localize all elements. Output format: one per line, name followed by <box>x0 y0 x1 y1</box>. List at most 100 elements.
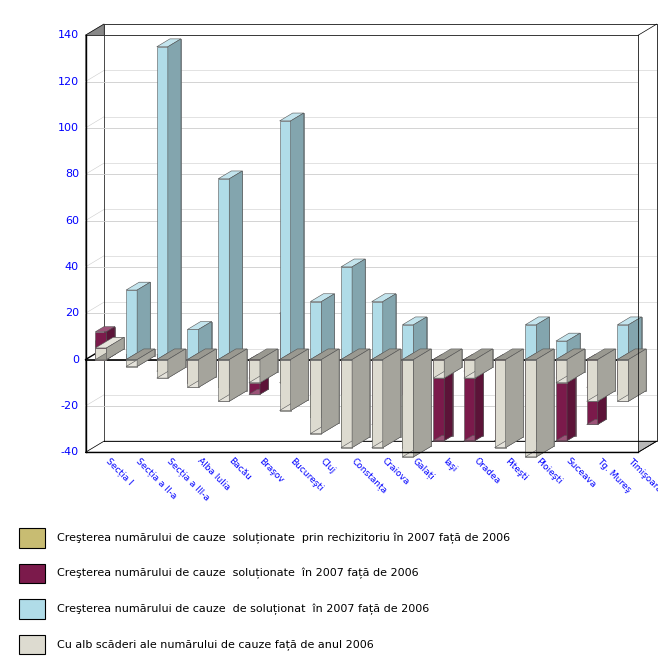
Polygon shape <box>556 341 567 360</box>
Polygon shape <box>157 39 181 47</box>
Polygon shape <box>630 317 642 352</box>
Polygon shape <box>626 354 637 389</box>
Polygon shape <box>433 367 462 378</box>
Polygon shape <box>587 391 615 401</box>
Polygon shape <box>229 354 238 371</box>
Text: Suceava: Suceava <box>565 456 598 490</box>
Polygon shape <box>403 360 413 457</box>
Polygon shape <box>617 360 628 387</box>
Polygon shape <box>464 354 484 360</box>
Polygon shape <box>525 325 536 360</box>
Polygon shape <box>199 322 212 360</box>
Polygon shape <box>464 360 475 441</box>
Polygon shape <box>587 360 597 387</box>
Text: Alba Iulia: Alba Iulia <box>196 456 232 492</box>
Polygon shape <box>257 354 268 389</box>
Polygon shape <box>157 352 181 360</box>
Polygon shape <box>104 24 657 441</box>
Polygon shape <box>413 357 417 448</box>
Text: Constanța: Constanța <box>349 456 388 495</box>
Polygon shape <box>280 354 299 360</box>
Polygon shape <box>229 349 247 401</box>
Polygon shape <box>249 349 278 360</box>
Polygon shape <box>315 357 325 415</box>
Polygon shape <box>525 360 536 457</box>
Polygon shape <box>345 357 356 438</box>
Polygon shape <box>413 349 431 457</box>
Polygon shape <box>621 357 632 385</box>
Polygon shape <box>311 360 321 417</box>
Polygon shape <box>201 322 212 352</box>
Polygon shape <box>403 317 426 325</box>
Text: -40: -40 <box>61 448 79 457</box>
Polygon shape <box>468 357 479 368</box>
Text: 40: 40 <box>65 262 79 272</box>
Polygon shape <box>349 354 361 389</box>
Polygon shape <box>188 354 207 360</box>
Polygon shape <box>188 377 216 387</box>
Polygon shape <box>260 354 268 395</box>
Polygon shape <box>390 349 401 437</box>
Polygon shape <box>288 308 299 354</box>
Polygon shape <box>311 423 339 433</box>
Polygon shape <box>144 349 155 356</box>
Polygon shape <box>525 446 554 457</box>
Polygon shape <box>565 354 576 436</box>
Polygon shape <box>321 293 334 360</box>
Polygon shape <box>280 360 291 383</box>
Polygon shape <box>372 360 383 441</box>
Polygon shape <box>534 354 545 436</box>
Polygon shape <box>95 338 111 341</box>
Polygon shape <box>352 354 361 395</box>
Polygon shape <box>157 369 172 371</box>
Polygon shape <box>218 179 229 360</box>
Polygon shape <box>464 360 475 378</box>
Polygon shape <box>126 360 137 366</box>
Polygon shape <box>464 436 484 441</box>
Polygon shape <box>253 357 264 376</box>
Polygon shape <box>126 290 137 360</box>
Polygon shape <box>260 357 264 378</box>
Polygon shape <box>605 349 615 391</box>
Polygon shape <box>311 352 334 360</box>
Polygon shape <box>538 317 549 352</box>
Polygon shape <box>420 349 431 446</box>
Polygon shape <box>280 360 291 411</box>
Polygon shape <box>556 357 571 360</box>
Text: Galați: Galați <box>411 456 436 482</box>
Polygon shape <box>165 350 176 354</box>
Polygon shape <box>168 350 176 360</box>
Polygon shape <box>95 327 115 332</box>
Polygon shape <box>433 360 444 441</box>
Polygon shape <box>352 357 356 441</box>
Polygon shape <box>232 171 242 352</box>
Polygon shape <box>617 352 642 360</box>
Text: Oradea: Oradea <box>472 456 502 486</box>
Polygon shape <box>383 354 392 425</box>
Polygon shape <box>472 354 484 436</box>
Text: 0: 0 <box>72 354 79 364</box>
Polygon shape <box>433 360 444 378</box>
Polygon shape <box>95 354 115 360</box>
Polygon shape <box>376 357 387 438</box>
Polygon shape <box>556 360 567 441</box>
Polygon shape <box>139 282 150 352</box>
Polygon shape <box>525 349 554 360</box>
Text: Secția I: Secția I <box>103 456 134 486</box>
Polygon shape <box>444 357 448 371</box>
Polygon shape <box>464 367 493 378</box>
Polygon shape <box>567 357 571 378</box>
Polygon shape <box>617 317 642 325</box>
Polygon shape <box>291 357 295 383</box>
Polygon shape <box>293 113 304 352</box>
Polygon shape <box>341 360 352 448</box>
Polygon shape <box>341 352 365 360</box>
Polygon shape <box>341 438 356 441</box>
Polygon shape <box>385 293 396 352</box>
Polygon shape <box>499 357 509 438</box>
Polygon shape <box>311 354 330 360</box>
Polygon shape <box>464 357 479 360</box>
Polygon shape <box>95 332 107 360</box>
Polygon shape <box>341 354 361 360</box>
Polygon shape <box>311 302 321 360</box>
